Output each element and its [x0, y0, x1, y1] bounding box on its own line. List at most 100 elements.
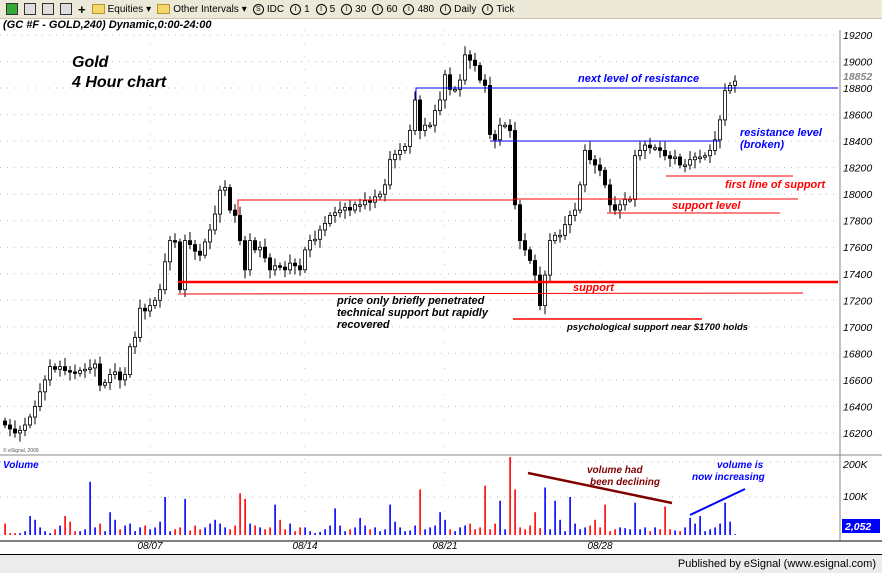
candle	[322, 222, 327, 231]
candle	[452, 88, 457, 92]
interval-60-button[interactable]: I 60	[372, 3, 397, 15]
candle	[108, 374, 113, 383]
symbol-idc-button[interactable]: S IDC	[252, 3, 284, 15]
volume-bar	[604, 504, 606, 535]
candle	[718, 119, 723, 141]
candle	[513, 130, 518, 206]
volume-bar	[439, 512, 441, 535]
candle	[392, 153, 397, 161]
candle	[187, 240, 192, 245]
annotation-lines	[177, 87, 838, 516]
other-intervals-menu[interactable]: Other Intervals ▾	[157, 4, 247, 15]
candle	[568, 215, 573, 226]
interval-daily-button[interactable]: I Daily	[440, 3, 477, 15]
volume-bar	[19, 533, 21, 535]
interval-30-button[interactable]: I 30	[341, 3, 366, 15]
volume-bar	[499, 500, 501, 535]
plus-icon[interactable]: +	[78, 1, 86, 17]
volume-bar	[624, 528, 626, 535]
volume-label: Volume	[3, 460, 39, 471]
last-volume-label: 2,052	[844, 521, 871, 533]
volume-declining-line	[527, 471, 673, 505]
candle	[217, 189, 222, 215]
volume-bar	[294, 531, 296, 535]
volume-bar	[4, 523, 6, 535]
chart-icon[interactable]	[6, 3, 18, 15]
volume-bar	[349, 529, 351, 535]
candle	[733, 80, 738, 86]
volume-bar	[24, 531, 26, 535]
candle	[292, 262, 297, 267]
copy-icon[interactable]	[42, 3, 54, 15]
equities-menu[interactable]: Equities ▾	[91, 4, 151, 15]
volume-bar	[89, 481, 91, 535]
y-tick-label: 18400	[843, 136, 872, 148]
volume-bar	[519, 527, 521, 535]
volume-bar	[344, 531, 346, 535]
candle	[628, 199, 633, 202]
candle	[192, 244, 197, 252]
annotation-subtitle: 4 Hour chart	[71, 74, 167, 91]
candle	[83, 368, 88, 372]
candle	[302, 249, 307, 271]
candle	[658, 147, 663, 151]
volume-bar	[339, 525, 341, 535]
volume-bar	[719, 523, 721, 535]
volume-bar	[64, 516, 66, 535]
volume-bar	[204, 527, 206, 535]
annotation-support-level: support level	[672, 200, 741, 212]
interval-label: Tick	[496, 3, 515, 15]
candle	[342, 207, 347, 211]
volume-bar	[609, 531, 611, 535]
volume-bar	[669, 529, 671, 535]
volume-bar	[44, 531, 46, 535]
y-tick-label: 16600	[843, 375, 872, 387]
candle	[447, 74, 452, 90]
volume-bar	[359, 517, 361, 535]
volume-bar	[184, 498, 186, 535]
annotation-vol-declined-1: volume had	[587, 465, 643, 476]
volume-bar	[209, 523, 211, 535]
volume-bar	[444, 519, 446, 535]
volume-bar	[514, 489, 516, 535]
properties-icon[interactable]	[60, 3, 72, 15]
candle	[357, 204, 362, 207]
candle	[492, 134, 497, 141]
volume-bar	[639, 529, 641, 535]
x-tick-label: 08/21	[432, 541, 457, 552]
candle	[247, 240, 252, 271]
support-line-upper	[237, 198, 798, 215]
candle	[588, 150, 593, 161]
candle	[48, 366, 53, 381]
vol-tick-200k: 200K	[842, 459, 869, 471]
interval-label: Daily	[454, 3, 477, 15]
volume-bar	[124, 525, 126, 535]
candle	[7, 424, 12, 430]
volume-bar	[269, 527, 271, 535]
last-volume-badge	[842, 519, 880, 533]
volume-bar	[229, 529, 231, 535]
interval-tick-button[interactable]: I Tick	[482, 3, 515, 15]
annotation-support: support	[573, 282, 615, 294]
volume-bar	[429, 527, 431, 535]
volume-bar	[579, 529, 581, 535]
add-window-icon[interactable]	[24, 3, 36, 15]
volume-bar	[249, 523, 251, 535]
volume-bar	[189, 530, 191, 535]
annotation-penetrated-1: price only briefly penetrated	[336, 295, 485, 307]
candle	[242, 240, 247, 271]
interval-480-button[interactable]: I 480	[403, 3, 434, 15]
annotation-penetrated-3: recovered	[337, 319, 390, 331]
volume-bar	[199, 529, 201, 535]
support-line-lower	[177, 292, 804, 295]
volume-bar	[74, 531, 76, 535]
candle	[643, 144, 648, 151]
volume-bar	[539, 528, 541, 535]
candle	[372, 196, 377, 203]
x-tick-label: 08/07	[137, 541, 162, 552]
volume-bar	[334, 508, 336, 535]
